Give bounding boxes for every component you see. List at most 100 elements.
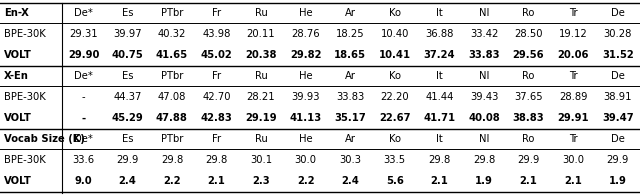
Text: 29.9: 29.9: [607, 155, 629, 165]
Text: 2.2: 2.2: [297, 176, 314, 186]
Text: 33.42: 33.42: [470, 29, 498, 39]
Text: It: It: [436, 71, 443, 81]
Text: Ru: Ru: [255, 71, 268, 81]
Text: 37.24: 37.24: [424, 50, 455, 60]
Text: Ko: Ko: [388, 71, 401, 81]
Text: Ar: Ar: [345, 71, 356, 81]
Text: 18.65: 18.65: [334, 50, 366, 60]
Text: -: -: [81, 113, 86, 123]
Text: 40.75: 40.75: [111, 50, 143, 60]
Text: 41.44: 41.44: [425, 92, 454, 102]
Text: Es: Es: [122, 8, 133, 18]
Text: 1.9: 1.9: [475, 176, 493, 186]
Text: 43.98: 43.98: [202, 29, 230, 39]
Text: 39.93: 39.93: [291, 92, 320, 102]
Text: 44.37: 44.37: [113, 92, 141, 102]
Text: En-X: En-X: [4, 8, 29, 18]
Text: 40.08: 40.08: [468, 113, 500, 123]
Text: 10.40: 10.40: [381, 29, 409, 39]
Text: 29.91: 29.91: [557, 113, 589, 123]
Text: 29.9: 29.9: [517, 155, 540, 165]
Text: 31.52: 31.52: [602, 50, 634, 60]
Text: De: De: [611, 71, 625, 81]
Text: 33.83: 33.83: [468, 50, 500, 60]
Text: Ko: Ko: [388, 134, 401, 144]
Text: Ko: Ko: [388, 8, 401, 18]
Text: 41.71: 41.71: [423, 113, 456, 123]
Text: 29.31: 29.31: [69, 29, 98, 39]
Text: 41.13: 41.13: [289, 113, 322, 123]
Text: 39.97: 39.97: [113, 29, 141, 39]
Text: 29.8: 29.8: [428, 155, 451, 165]
Text: 2.4: 2.4: [341, 176, 359, 186]
Text: 19.12: 19.12: [559, 29, 588, 39]
Text: Ru: Ru: [255, 8, 268, 18]
Text: BPE-30K: BPE-30K: [4, 29, 45, 39]
Text: 20.11: 20.11: [247, 29, 275, 39]
Text: 1.9: 1.9: [609, 176, 627, 186]
Text: Ro: Ro: [522, 71, 535, 81]
Text: 22.20: 22.20: [380, 92, 409, 102]
Text: 2.3: 2.3: [252, 176, 270, 186]
Text: 9.0: 9.0: [75, 176, 92, 186]
Text: VOLT: VOLT: [4, 50, 32, 60]
Text: It: It: [436, 134, 443, 144]
Text: 10.41: 10.41: [379, 50, 411, 60]
Text: 29.8: 29.8: [205, 155, 228, 165]
Text: 20.06: 20.06: [557, 50, 589, 60]
Text: 35.17: 35.17: [334, 113, 366, 123]
Text: 30.3: 30.3: [339, 155, 361, 165]
Text: 42.70: 42.70: [202, 92, 230, 102]
Text: 33.83: 33.83: [336, 92, 364, 102]
Text: 29.9: 29.9: [116, 155, 138, 165]
Text: Fr: Fr: [212, 8, 221, 18]
Text: 18.25: 18.25: [336, 29, 365, 39]
Text: 30.0: 30.0: [562, 155, 584, 165]
Text: Es: Es: [122, 134, 133, 144]
Text: Nl: Nl: [479, 134, 489, 144]
Text: 47.88: 47.88: [156, 113, 188, 123]
Text: 29.90: 29.90: [68, 50, 99, 60]
Text: 2.1: 2.1: [207, 176, 225, 186]
Text: 30.28: 30.28: [604, 29, 632, 39]
Text: 33.6: 33.6: [72, 155, 95, 165]
Text: De: De: [611, 8, 625, 18]
Text: 30.0: 30.0: [294, 155, 317, 165]
Text: -: -: [82, 92, 85, 102]
Text: 29.82: 29.82: [290, 50, 321, 60]
Text: 20.38: 20.38: [245, 50, 276, 60]
Text: 41.65: 41.65: [156, 50, 188, 60]
Text: 33.5: 33.5: [384, 155, 406, 165]
Text: Tr: Tr: [569, 134, 577, 144]
Text: 36.88: 36.88: [425, 29, 454, 39]
Text: 29.8: 29.8: [473, 155, 495, 165]
Text: 22.67: 22.67: [379, 113, 410, 123]
Text: 39.43: 39.43: [470, 92, 498, 102]
Text: Fr: Fr: [212, 71, 221, 81]
Text: PTbr: PTbr: [161, 134, 183, 144]
Text: PTbr: PTbr: [161, 8, 183, 18]
Text: Ro: Ro: [522, 134, 535, 144]
Text: 5.6: 5.6: [386, 176, 404, 186]
Text: 38.91: 38.91: [604, 92, 632, 102]
Text: X-En: X-En: [4, 71, 29, 81]
Text: 28.76: 28.76: [291, 29, 320, 39]
Text: 45.02: 45.02: [200, 50, 232, 60]
Text: Ar: Ar: [345, 134, 356, 144]
Text: De*: De*: [74, 134, 93, 144]
Text: PTbr: PTbr: [161, 71, 183, 81]
Text: Nl: Nl: [479, 8, 489, 18]
Text: De*: De*: [74, 8, 93, 18]
Text: 28.50: 28.50: [515, 29, 543, 39]
Text: 2.1: 2.1: [520, 176, 538, 186]
Text: 45.29: 45.29: [111, 113, 143, 123]
Text: BPE-30K: BPE-30K: [4, 92, 45, 102]
Text: Vocab Size (K): Vocab Size (K): [4, 134, 85, 144]
Text: De*: De*: [74, 71, 93, 81]
Text: Nl: Nl: [479, 71, 489, 81]
Text: He: He: [299, 134, 312, 144]
Text: 29.8: 29.8: [161, 155, 183, 165]
Text: 37.65: 37.65: [514, 92, 543, 102]
Text: VOLT: VOLT: [4, 113, 32, 123]
Text: Fr: Fr: [212, 134, 221, 144]
